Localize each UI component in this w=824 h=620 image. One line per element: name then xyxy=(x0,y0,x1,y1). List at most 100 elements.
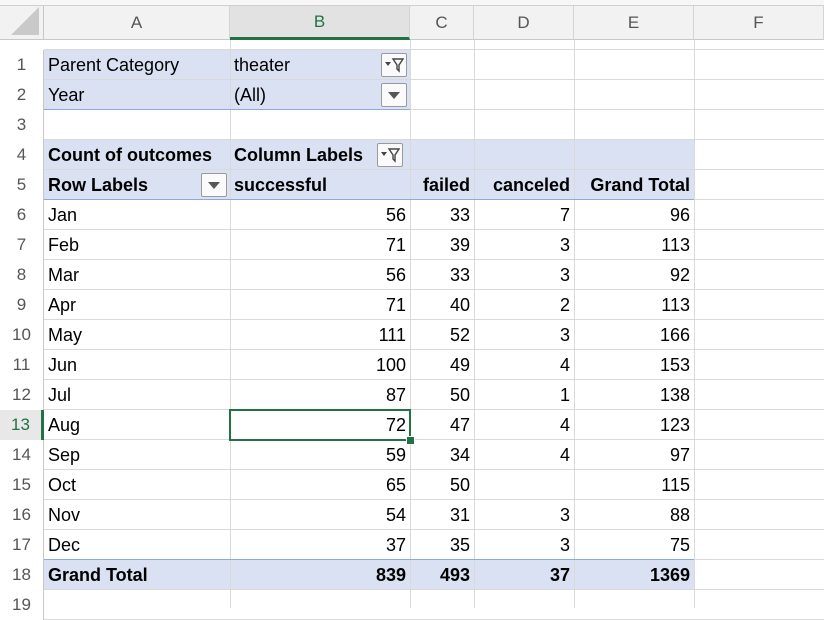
cell-failed[interactable]: 40 xyxy=(449,294,470,315)
row-label-mar[interactable]: Mar xyxy=(48,264,79,285)
cell-failed[interactable]: 49 xyxy=(449,354,470,375)
filter-label[interactable]: Parent Category xyxy=(48,54,180,75)
cell-grand-total[interactable]: 138 xyxy=(659,384,690,405)
cell-successful[interactable]: 54 xyxy=(385,504,406,525)
cell-failed[interactable]: 34 xyxy=(449,444,470,465)
filter-label[interactable]: Year xyxy=(48,84,85,105)
cell-successful[interactable]: 56 xyxy=(385,264,406,285)
column-header-e[interactable]: E xyxy=(574,6,694,40)
cell-canceled[interactable]: 4 xyxy=(559,444,570,465)
year-filter-button[interactable] xyxy=(381,83,407,107)
column-header-a[interactable]: A xyxy=(44,6,230,40)
cell-canceled[interactable]: 2 xyxy=(559,294,570,315)
row-header-2[interactable]: 2 xyxy=(0,80,44,110)
cell-canceled[interactable]: 4 xyxy=(559,414,570,435)
cell-failed[interactable]: 52 xyxy=(449,324,470,345)
row-label-feb[interactable]: Feb xyxy=(48,234,80,255)
cell-failed[interactable]: 35 xyxy=(449,534,470,555)
cell-failed[interactable]: 39 xyxy=(449,234,470,255)
row-label-jul[interactable]: Jul xyxy=(48,384,72,405)
cell-successful[interactable]: 37 xyxy=(385,534,406,555)
row-label-sep[interactable]: Sep xyxy=(48,444,81,465)
row-labels-filter-button[interactable] xyxy=(201,173,227,197)
cell-canceled[interactable] xyxy=(474,470,574,500)
cell-canceled[interactable]: 3 xyxy=(559,504,570,525)
row-header-9[interactable]: 9 xyxy=(0,290,44,320)
cell-failed[interactable]: 50 xyxy=(449,384,470,405)
cell-successful[interactable]: 71 xyxy=(385,234,406,255)
column-header-d[interactable]: D xyxy=(474,6,574,40)
cell-grand-total[interactable]: 153 xyxy=(659,354,690,375)
cell-successful[interactable]: 59 xyxy=(385,444,406,465)
row-header-11[interactable]: 11 xyxy=(0,350,44,380)
row-label-nov[interactable]: Nov xyxy=(48,504,81,525)
filter-value[interactable]: (All) xyxy=(234,84,266,105)
row-label-oct[interactable]: Oct xyxy=(48,474,77,495)
cell-successful[interactable]: 111 xyxy=(378,324,406,345)
cell-grand-total[interactable]: 75 xyxy=(669,534,690,555)
cell-grand-total[interactable]: 115 xyxy=(661,474,690,495)
row-header-15[interactable]: 15 xyxy=(0,470,44,500)
cell-grand-total[interactable]: 113 xyxy=(661,234,690,255)
cell-failed[interactable]: 33 xyxy=(449,204,470,225)
grand-total-successful: 839 xyxy=(375,564,406,585)
row-label-aug[interactable]: Aug xyxy=(48,414,81,435)
row-label-may[interactable]: May xyxy=(48,324,83,345)
row-header-16[interactable]: 16 xyxy=(0,500,44,530)
cell-grand-total[interactable]: 88 xyxy=(669,504,690,525)
cell-failed[interactable]: 31 xyxy=(449,504,470,525)
cell-failed[interactable]: 33 xyxy=(449,264,470,285)
cell-successful[interactable]: 71 xyxy=(385,294,406,315)
active-cell-selection[interactable] xyxy=(229,409,411,441)
cell-canceled[interactable]: 7 xyxy=(559,204,570,225)
row-label-apr[interactable]: Apr xyxy=(48,294,77,315)
row-label-jun[interactable]: Jun xyxy=(48,354,78,375)
row-header-5[interactable]: 5 xyxy=(0,170,44,200)
gridline-vertical xyxy=(574,40,575,608)
cell-canceled[interactable]: 3 xyxy=(559,234,570,255)
cell-failed[interactable]: 50 xyxy=(449,474,470,495)
column-header-b[interactable]: B xyxy=(230,6,410,40)
row-label-dec[interactable]: Dec xyxy=(48,534,81,555)
cell-canceled[interactable]: 3 xyxy=(559,264,570,285)
cell-successful[interactable]: 100 xyxy=(375,354,406,375)
row-header-18[interactable]: 18 xyxy=(0,560,44,590)
row-header-10[interactable]: 10 xyxy=(0,320,44,350)
cell-successful[interactable]: 65 xyxy=(385,474,406,495)
cell-canceled[interactable]: 4 xyxy=(559,354,570,375)
row-header-12[interactable]: 12 xyxy=(0,380,44,410)
row-label-jan[interactable]: Jan xyxy=(48,204,78,225)
row-header-7[interactable]: 7 xyxy=(0,230,44,260)
row-header-3[interactable]: 3 xyxy=(0,110,44,140)
cell-grand-total[interactable]: 97 xyxy=(669,444,690,465)
row-header-6[interactable]: 6 xyxy=(0,200,44,230)
row-header-1[interactable]: 1 xyxy=(0,50,44,80)
column-header-c[interactable]: C xyxy=(410,6,474,40)
gridline-vertical xyxy=(410,40,411,608)
row-header-8[interactable]: 8 xyxy=(0,260,44,290)
row-header-19[interactable]: 19 xyxy=(0,590,44,620)
row-header-14[interactable]: 14 xyxy=(0,440,44,470)
filter-value[interactable]: theater xyxy=(234,54,291,75)
cell-successful[interactable]: 87 xyxy=(385,384,406,405)
cell-grand-total[interactable]: 123 xyxy=(659,414,690,435)
parent-category-filter-button[interactable] xyxy=(381,53,407,77)
row-header-13[interactable]: 13 xyxy=(0,410,44,440)
cell-failed[interactable]: 47 xyxy=(449,414,470,435)
cell-grand-total[interactable]: 166 xyxy=(659,324,690,345)
cell-successful[interactable]: 72 xyxy=(385,414,406,435)
cell-successful[interactable]: 56 xyxy=(385,204,406,225)
cell-canceled[interactable]: 3 xyxy=(559,534,570,555)
cell-canceled[interactable]: 1 xyxy=(559,384,570,405)
column-header-f[interactable]: F xyxy=(694,6,824,40)
cell-canceled[interactable]: 3 xyxy=(559,324,570,345)
fill-handle[interactable] xyxy=(406,436,415,445)
cell-grand-total[interactable]: 96 xyxy=(669,204,690,225)
cell-grand-total[interactable]: 113 xyxy=(661,294,690,315)
row-header-17[interactable]: 17 xyxy=(0,530,44,560)
column-labels-filter-button[interactable] xyxy=(377,143,403,167)
cell-grand-total[interactable]: 92 xyxy=(669,264,690,285)
select-all-corner[interactable] xyxy=(0,6,44,40)
row-header-4[interactable]: 4 xyxy=(0,140,44,170)
